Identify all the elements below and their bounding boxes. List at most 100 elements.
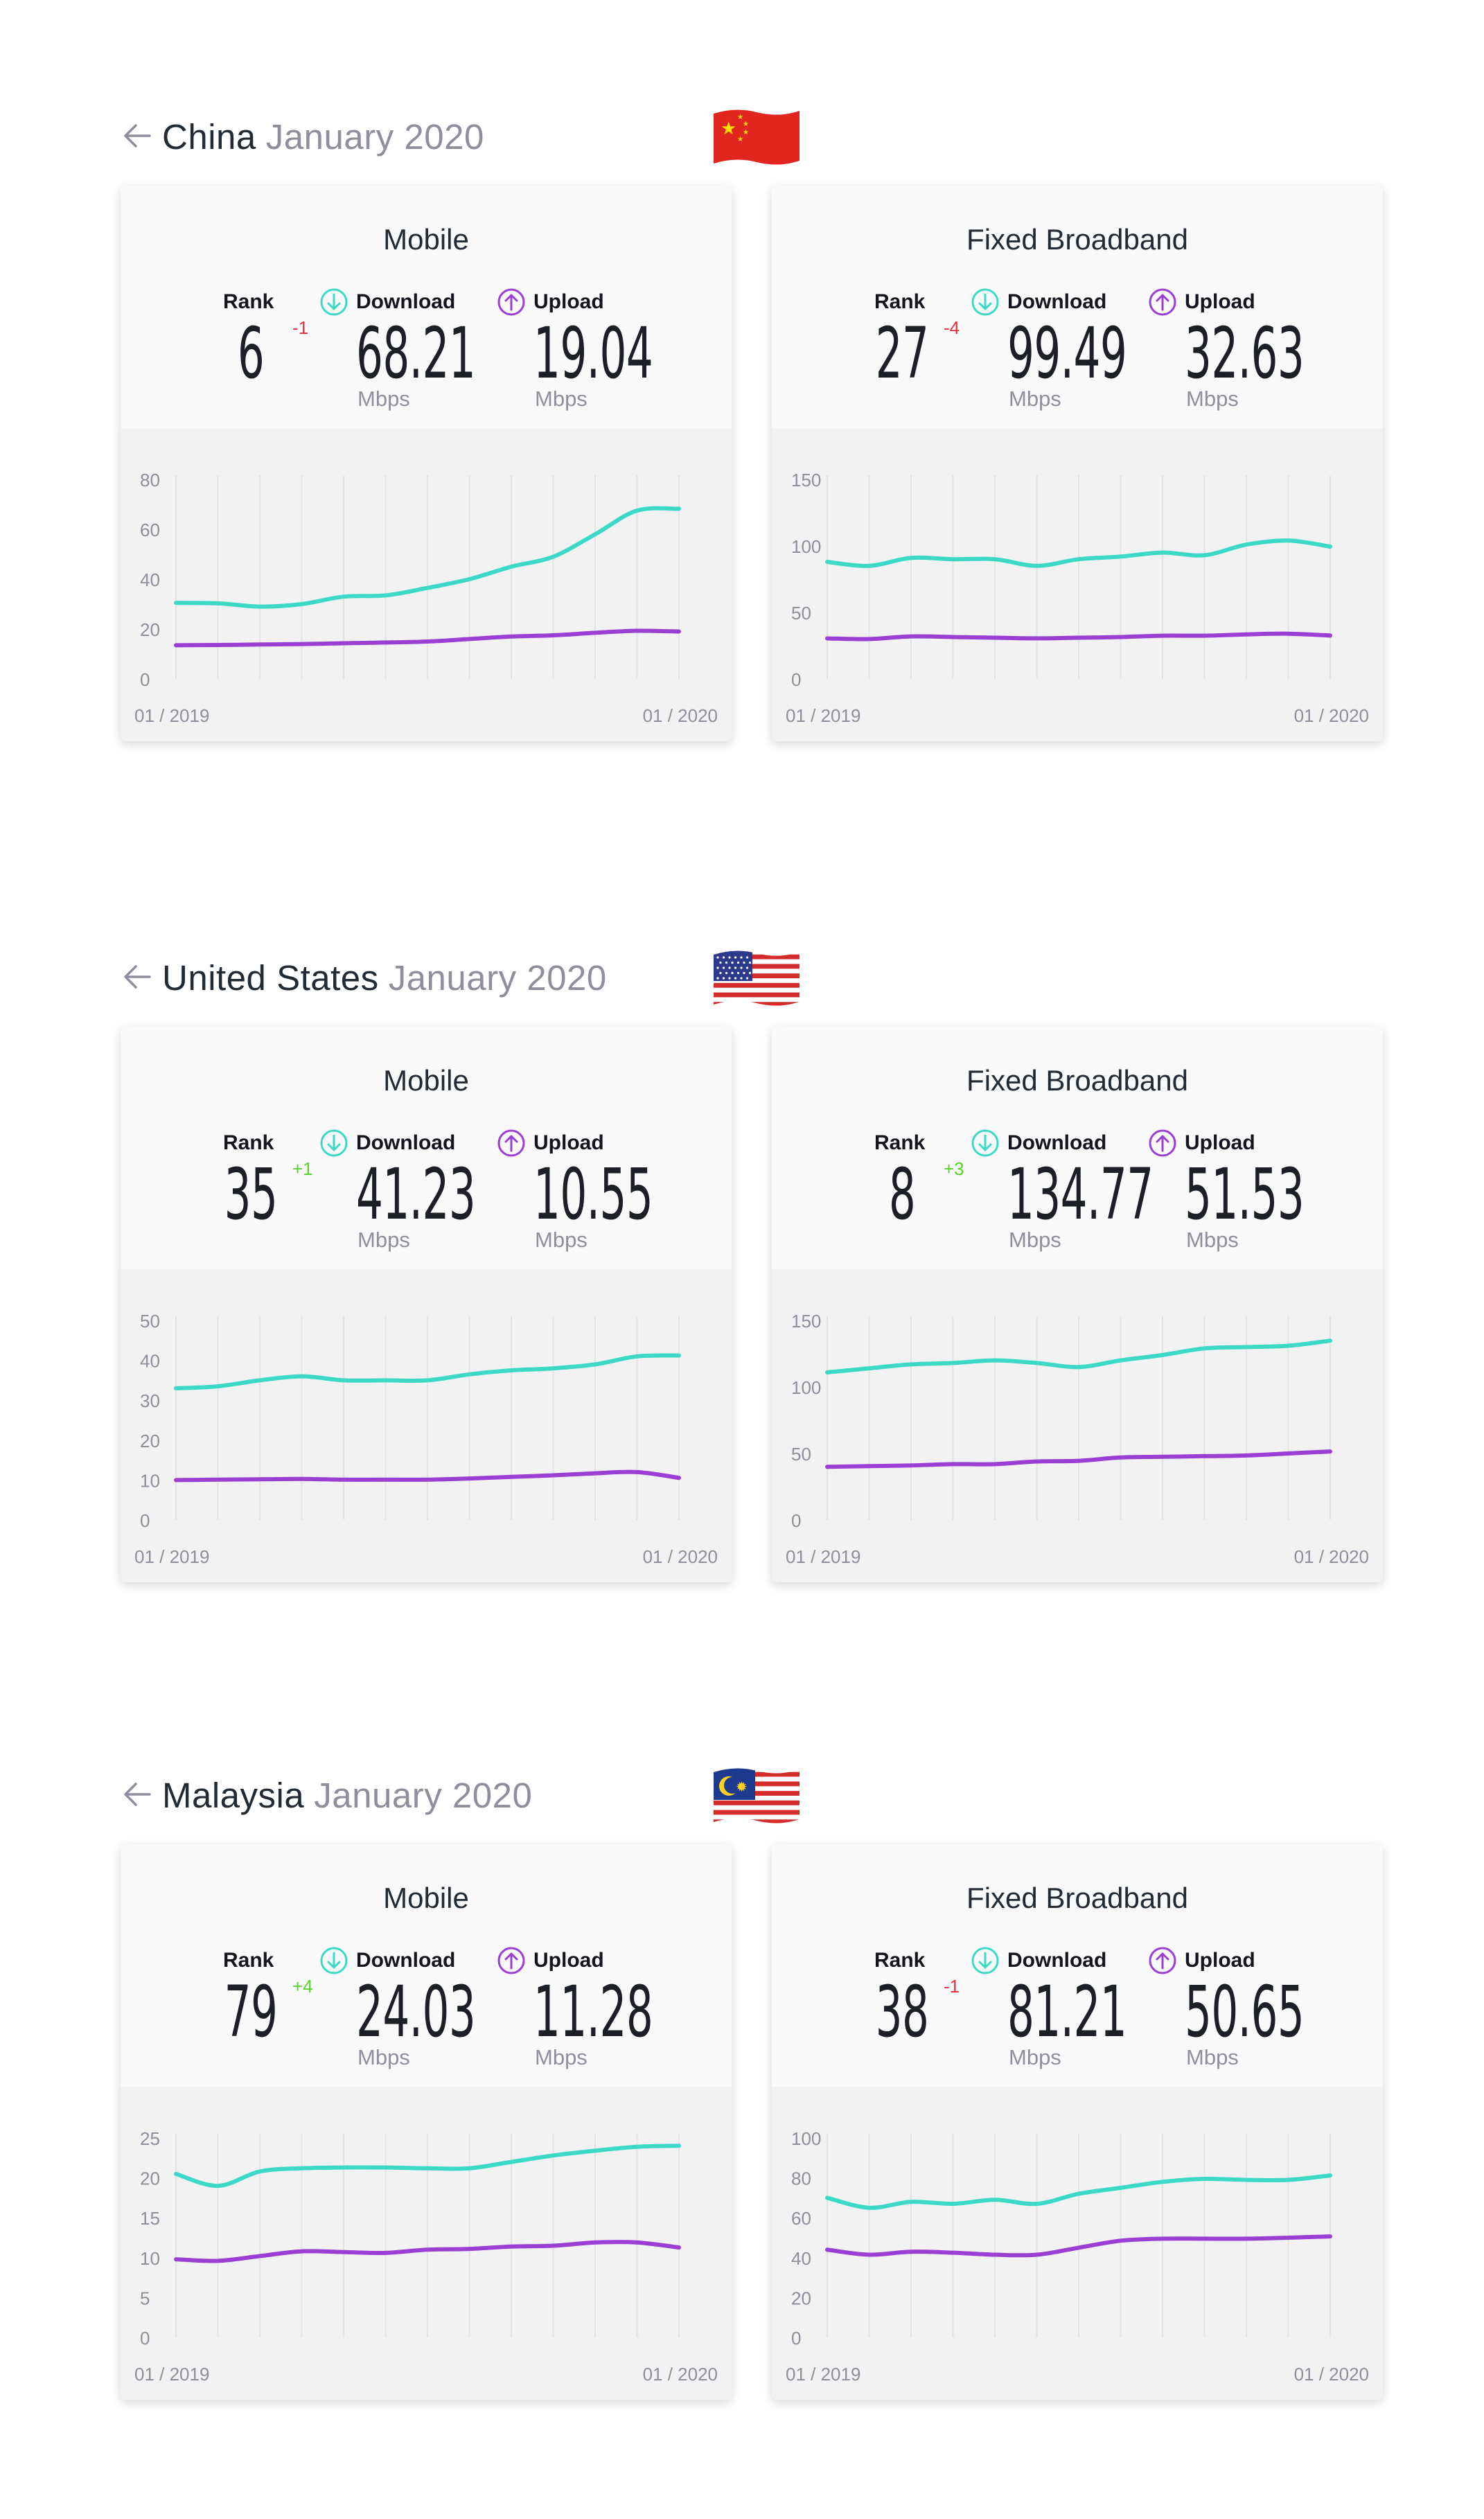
x-end-label: 01 / 2020 bbox=[1294, 2364, 1369, 2385]
download-unit: Mbps bbox=[1009, 2045, 1061, 2069]
card-title: Mobile bbox=[383, 223, 469, 256]
upload-value: 51.53 bbox=[1185, 1154, 1305, 1236]
country-name: China bbox=[162, 117, 256, 157]
rank-value: 38 bbox=[875, 1971, 929, 2053]
y-tick-label: 40 bbox=[140, 1351, 160, 1372]
y-tick-label: 5 bbox=[140, 2288, 150, 2308]
speed-chart: 0 5 10 15 20 25 01 / 2019 01 / 2020 bbox=[134, 2128, 718, 2385]
y-tick-label: 150 bbox=[791, 1311, 821, 1332]
rank-value: 27 bbox=[875, 312, 929, 395]
rank-label: Rank bbox=[223, 1131, 274, 1154]
y-tick-label: 10 bbox=[140, 1470, 160, 1491]
x-start-label: 01 / 2019 bbox=[134, 2364, 209, 2385]
download-unit: Mbps bbox=[1009, 387, 1061, 411]
y-tick-label: 80 bbox=[791, 2168, 811, 2189]
usa-flag bbox=[714, 951, 800, 1006]
card-title: Mobile bbox=[383, 1882, 469, 1914]
upload-value: 11.28 bbox=[533, 1971, 653, 2053]
country-header: United States January 2020 bbox=[118, 938, 1434, 1014]
svg-text:★: ★ bbox=[721, 118, 736, 139]
rank-label: Rank bbox=[223, 290, 274, 313]
x-end-label: 01 / 2020 bbox=[643, 705, 718, 726]
rank-change: +1 bbox=[292, 1158, 313, 1179]
download-value: 24.03 bbox=[356, 1971, 476, 2053]
rank-change: -4 bbox=[944, 317, 960, 338]
upload-arrow-icon bbox=[497, 288, 525, 316]
rank-label: Rank bbox=[874, 1131, 926, 1154]
download-line bbox=[174, 1353, 681, 1390]
rank-label: Rank bbox=[223, 1949, 274, 1972]
upload-value: 19.04 bbox=[533, 312, 653, 395]
y-tick-label: 20 bbox=[140, 619, 160, 640]
card-title: Fixed Broadband bbox=[966, 223, 1188, 256]
download-arrow-icon bbox=[971, 1129, 999, 1157]
x-end-label: 01 / 2020 bbox=[1294, 705, 1369, 726]
download-line bbox=[174, 506, 681, 609]
y-tick-label: 50 bbox=[140, 1311, 160, 1332]
x-start-label: 01 / 2019 bbox=[786, 1546, 860, 1567]
download-label: Download bbox=[1007, 290, 1107, 313]
rank-value: 79 bbox=[224, 1971, 278, 2053]
report-date: January 2020 bbox=[314, 1776, 533, 1815]
y-tick-label: 100 bbox=[791, 2128, 821, 2149]
upload-unit: Mbps bbox=[1186, 1228, 1239, 1252]
card-header: Mobile Rank 79 +4 Download 24.03 Mbps Upload 11.… bbox=[121, 1844, 732, 2087]
download-label: Download bbox=[356, 1949, 456, 1972]
back-button[interactable] bbox=[118, 1756, 159, 1825]
y-tick-label: 80 bbox=[140, 470, 160, 490]
x-end-label: 01 / 2020 bbox=[643, 1546, 718, 1567]
arrow-left-icon bbox=[124, 1783, 151, 1806]
rank-change: +3 bbox=[944, 1158, 964, 1179]
report-date: January 2020 bbox=[388, 958, 607, 998]
country-header: Malaysia January 2020 ✹ bbox=[118, 1756, 1434, 1832]
speed-chart: 0 20 40 60 80 01 / 2019 01 / 2020 bbox=[134, 470, 718, 726]
rank-value: 6 bbox=[237, 312, 265, 395]
upload-value: 50.65 bbox=[1185, 1971, 1305, 2053]
speed-chart: 0 20 40 60 80 100 01 / 2019 01 / 2020 bbox=[786, 2128, 1369, 2385]
page-title: Malaysia January 2020 bbox=[162, 1775, 532, 1817]
card-title: Mobile bbox=[383, 1064, 469, 1097]
card-title: Fixed Broadband bbox=[966, 1882, 1188, 1914]
y-tick-label: 0 bbox=[791, 2328, 801, 2349]
upload-value: 32.63 bbox=[1185, 312, 1305, 395]
malaysia-flag: ✹ bbox=[714, 1768, 800, 1823]
download-line bbox=[825, 2173, 1332, 2210]
y-tick-label: 100 bbox=[791, 536, 821, 557]
rank-change: -1 bbox=[292, 317, 309, 338]
y-tick-label: 10 bbox=[140, 2248, 160, 2269]
upload-unit: Mbps bbox=[1186, 2045, 1239, 2069]
mobile-card: Mobile Rank 6 -1 Download 68.21 Mbps Upload 19.0… bbox=[121, 186, 732, 741]
report-date: January 2020 bbox=[265, 117, 484, 157]
back-button[interactable] bbox=[118, 97, 159, 166]
download-arrow-icon bbox=[320, 1129, 348, 1157]
country-section: Malaysia January 2020 ✹ Mobile Rank 79 +4 Downl… bbox=[0, 1756, 1484, 2421]
download-label: Download bbox=[356, 1131, 456, 1154]
card-header: Fixed Broadband Rank 38 -1 Download 81.21 Mbps… bbox=[772, 1844, 1383, 2087]
download-unit: Mbps bbox=[357, 387, 410, 411]
download-value: 134.77 bbox=[1007, 1154, 1154, 1236]
x-start-label: 01 / 2019 bbox=[786, 2364, 860, 2385]
x-start-label: 01 / 2019 bbox=[134, 1546, 209, 1567]
upload-arrow-icon bbox=[497, 1129, 525, 1157]
y-tick-label: 15 bbox=[140, 2208, 160, 2229]
arrow-left-icon bbox=[124, 124, 151, 148]
svg-text:✹: ✹ bbox=[736, 1778, 748, 1795]
y-tick-label: 0 bbox=[791, 669, 801, 690]
rank-value: 35 bbox=[224, 1154, 278, 1236]
download-arrow-icon bbox=[971, 288, 999, 316]
y-tick-label: 20 bbox=[140, 1431, 160, 1451]
upload-arrow-icon bbox=[497, 1947, 525, 1974]
download-unit: Mbps bbox=[357, 2045, 410, 2069]
page-title: United States January 2020 bbox=[162, 957, 607, 999]
back-button[interactable] bbox=[118, 938, 159, 1007]
download-label: Download bbox=[1007, 1131, 1107, 1154]
y-tick-label: 20 bbox=[140, 2168, 160, 2189]
upload-label: Upload bbox=[1185, 1131, 1255, 1154]
y-tick-label: 0 bbox=[791, 1510, 801, 1531]
y-tick-label: 50 bbox=[791, 603, 811, 624]
y-tick-label: 0 bbox=[140, 2328, 150, 2349]
download-line bbox=[825, 538, 1332, 568]
y-tick-label: 20 bbox=[791, 2288, 811, 2308]
card-header: Mobile Rank 35 +1 Download 41.23 Mbps Upload 10.… bbox=[121, 1027, 732, 1269]
download-value: 68.21 bbox=[356, 312, 476, 395]
